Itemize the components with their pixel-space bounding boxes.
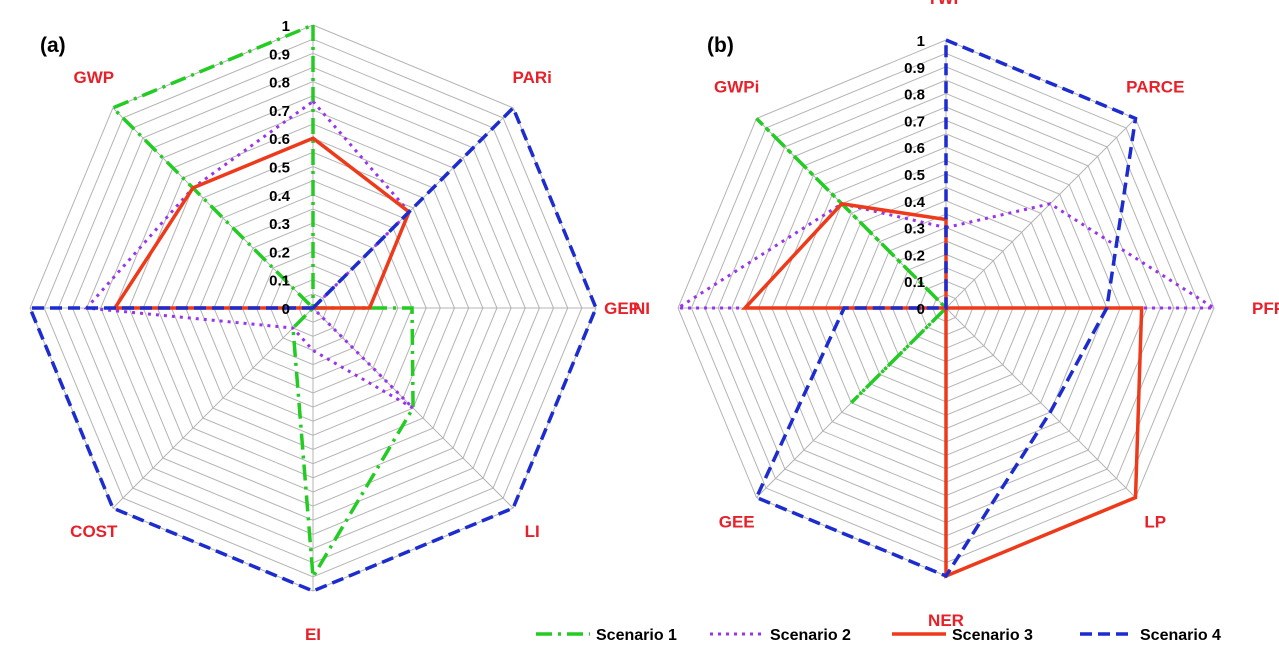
r-tick-label: 0.4 <box>269 188 291 205</box>
r-tick-label: 0.5 <box>269 160 290 177</box>
grid-spoke <box>945 118 1136 309</box>
axis-label-gep: GEP <box>604 299 640 318</box>
axis-label-cost: COST <box>70 522 118 541</box>
axis-label-gee: GEE <box>719 512 755 531</box>
r-tick-label: 0.6 <box>904 140 925 157</box>
r-tick-label: 0.3 <box>269 216 290 233</box>
axis-label-lp: LP <box>1144 512 1166 531</box>
axis-label-twp: TWP <box>927 0 965 8</box>
axis-labels-b: TWP PARCE PFPN LP NER GEE GEP GWPi <box>604 0 1279 630</box>
r-tick-label: 0.8 <box>904 87 925 104</box>
axis-label-ni: NI <box>633 299 650 318</box>
r-tick-label: 0.9 <box>269 46 290 63</box>
ticks-a: 0 0.1 0.2 0.3 0.4 0.5 0.6 0.7 0.8 0.9 1 <box>269 18 291 318</box>
legend-label-1: Scenario 1 <box>596 627 677 644</box>
r-tick-label: 0.3 <box>904 221 925 238</box>
r-tick-label: 0.2 <box>904 247 925 264</box>
radar-panel-b: (b) 0 0.1 0.2 0.3 0.4 0.5 0.6 0.7 0.8 0.9 1 TWP PAR… <box>604 0 1279 630</box>
axis-label-ei: EI <box>305 625 321 644</box>
axis-label-pari: PARi <box>513 68 552 87</box>
r-tick-label: 0.4 <box>904 194 926 211</box>
panel-label-a: (a) <box>40 34 66 57</box>
legend-label-3: Scenario 3 <box>952 627 1033 644</box>
r-tick-label: 0.8 <box>269 75 290 92</box>
series-line-1-a <box>109 22 415 583</box>
r-tick-label: 0.7 <box>269 103 290 120</box>
series-line-3-a <box>111 136 412 310</box>
r-tick-label: 0.6 <box>269 131 290 148</box>
grid-spoke <box>945 307 1136 498</box>
legend: Scenario 1 Scenario 2 Scenario 3 Scenario 4 <box>536 627 1221 644</box>
series-a <box>27 22 598 593</box>
series-line-4-b <box>754 37 1138 579</box>
r-tick-label: 0.2 <box>269 244 290 261</box>
r-tick-label: 1 <box>282 18 290 35</box>
r-tick-label: 0.1 <box>904 274 925 291</box>
legend-label-2: Scenario 2 <box>770 627 851 644</box>
ticks-b: 0 0.1 0.2 0.3 0.4 0.5 0.6 0.7 0.8 0.9 1 <box>904 33 926 318</box>
r-tick-label: 0 <box>917 301 925 318</box>
radar-panel-a: (a) 00.10.20.30.40.50.60.70.80.91 TWIPAR… <box>27 18 650 644</box>
axis-label-li: LI <box>525 522 540 541</box>
r-tick-label: 1 <box>917 33 925 50</box>
axis-labels-a: TWIPARiNILIEICOSTNICGWP <box>70 68 650 644</box>
r-tick-label: 0.9 <box>904 60 925 77</box>
panel-label-b: (b) <box>707 34 734 57</box>
axis-label-gwp: GWP <box>73 68 114 87</box>
axis-label-gwpi: GWPi <box>714 78 759 97</box>
r-tick-label: 0.1 <box>269 273 290 290</box>
legend-label-4: Scenario 4 <box>1140 627 1221 644</box>
grid-spoke <box>112 307 314 509</box>
r-tick-label: 0 <box>282 301 290 318</box>
axis-label-ner: NER <box>928 611 964 630</box>
r-tick-label: 0.5 <box>904 167 925 184</box>
axis-label-parce: PARCE <box>1126 78 1184 97</box>
series-b <box>672 37 1220 579</box>
r-tick-label: 0.7 <box>904 113 925 130</box>
axis-label-pfpn: PFPN <box>1252 299 1279 318</box>
